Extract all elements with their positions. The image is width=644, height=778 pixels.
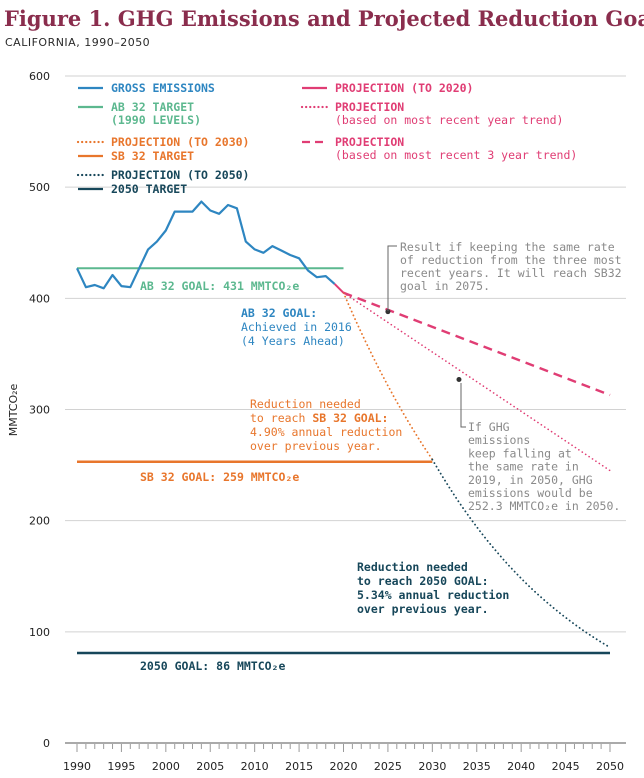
projection-marker (456, 376, 462, 382)
x-tick-label: 2040 (507, 760, 535, 773)
if-ghg-line: 252.3 MMTCO₂e in 2050. (468, 499, 620, 513)
x-tick-label: 2045 (552, 760, 580, 773)
y-axis-label: MMTCO₂e (7, 383, 20, 436)
sb32-needed-line-1: Reduction needed (250, 397, 361, 411)
annotations: AB 32 GOAL: 431 MMTCO₂e AB 32 GOAL:Achiev… (140, 240, 622, 673)
result-3yr-line: goal in 2075. (400, 279, 490, 293)
sb32-needed-line-4: over previous year. (250, 439, 382, 453)
legend-2050-target-label: 2050 TARGET (111, 182, 187, 196)
x-tick-label: 2000 (152, 760, 180, 773)
sb32-needed-line-2: to reach SB 32 GOAL: (250, 411, 388, 425)
x-tick-label: 2005 (196, 760, 224, 773)
result-3yr-line: Result if keeping the same rate (400, 240, 615, 254)
legend-projection-2050-label: PROJECTION (TO 2050) (111, 168, 249, 182)
if-ghg-line: the same rate in (468, 460, 579, 474)
chart-subtitle: CALIFORNIA, 1990–2050 (5, 36, 151, 49)
if-ghg-line: keep falling at (468, 446, 572, 460)
if-ghg-leader (460, 383, 466, 428)
legend-projection-2030-label: PROJECTION (TO 2030) (111, 135, 249, 149)
if-ghg-line: 2019, in 2050, GHG (468, 473, 593, 487)
if-ghg-line: If GHG (468, 420, 510, 434)
projection-2020-line (333, 283, 345, 294)
y-tick-label: 0 (43, 737, 50, 750)
needed-2050-line-1: Reduction needed (357, 560, 468, 574)
needed-2050-line-3: 5.34% annual reduction (357, 588, 509, 602)
x-tick-label: 1990 (63, 760, 91, 773)
projection-1yr-trend-line (342, 291, 611, 472)
legend-ab32-target-label-2: (1990 LEVELS) (111, 113, 201, 127)
gross-emissions-line (76, 200, 336, 290)
if-ghg-line: emissions would be (468, 486, 593, 500)
projection-3yr-trend-line (343, 291, 611, 397)
result-3yr-leader (387, 245, 397, 311)
y-tick-label: 400 (29, 292, 50, 305)
legend: GROSS EMISSIONS AB 32 TARGET(1990 LEVELS)… (76, 81, 577, 196)
y-gridlines (65, 75, 626, 633)
if-ghg-line: emissions (468, 433, 530, 447)
legend-sb32-target-label: SB 32 TARGET (111, 149, 194, 163)
x-tick-label: 2015 (285, 760, 313, 773)
legend-projection-recent-3yr-label-2: (based on most recent 3 year trend) (335, 148, 577, 162)
x-tick-label: 2035 (463, 760, 491, 773)
needed-2050-line-4: over previous year. (357, 602, 489, 616)
projection-2050-line (431, 458, 611, 649)
y-tick-label: 200 (29, 515, 50, 528)
y-tick-label: 300 (29, 404, 50, 417)
result-3yr-line: of reduction from the three most (400, 253, 622, 267)
legend-gross-emissions-label: GROSS EMISSIONS (111, 81, 215, 95)
result-3yr-line: recent years. It will reach SB32 (400, 266, 622, 280)
goal-2050-label: 2050 GOAL: 86 MMTCO₂e (140, 659, 285, 673)
needed-2050-line-2: to reach 2050 GOAL: (357, 574, 489, 588)
projection-2030-line (342, 291, 434, 461)
projection-marker (385, 309, 391, 315)
legend-projection-recent-3yr-label: PROJECTION (335, 135, 404, 149)
x-tick-label: 2010 (241, 760, 269, 773)
sb32-needed-line-3: 4.90% annual reduction (250, 425, 402, 439)
x-tick-label: 2030 (418, 760, 446, 773)
axes: 0 100 200 300 400 500 600 1990 1995 2000 2005 2010 2… (7, 70, 626, 773)
ab32-achieved-line-1: AB 32 GOAL: (241, 306, 317, 320)
x-tick-label: 1995 (107, 760, 135, 773)
legend-projection-recent-year-label: PROJECTION (335, 100, 404, 114)
chart-title: Figure 1. GHG Emissions and Projected Re… (4, 6, 644, 31)
legend-projection-2020-label: PROJECTION (TO 2020) (335, 81, 473, 95)
x-tick-label: 2020 (330, 760, 358, 773)
legend-ab32-target-label: AB 32 TARGET (111, 100, 194, 114)
ab32-achieved-line-2: Achieved in 2016 (241, 320, 352, 334)
ab32-achieved-line-3: (4 Years Ahead) (241, 334, 345, 348)
x-tick-label: 2025 (374, 760, 402, 773)
ab32-goal-label: AB 32 GOAL: 431 MMTCO₂e (140, 279, 299, 293)
y-tick-label: 600 (29, 70, 50, 83)
y-tick-label: 500 (29, 181, 50, 194)
sb32-goal-label: SB 32 GOAL: 259 MMTCO₂e (140, 470, 299, 484)
y-tick-label: 100 (29, 626, 50, 639)
x-tick-label: 2050 (596, 760, 624, 773)
legend-projection-recent-year-label-2: (based on most recent year trend) (335, 113, 563, 127)
